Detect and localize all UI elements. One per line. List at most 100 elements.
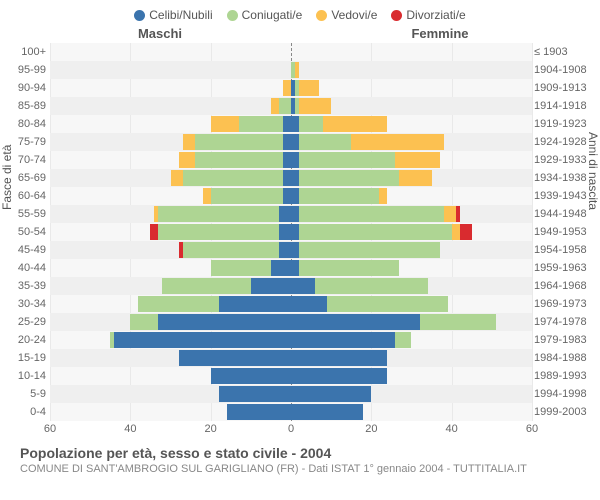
bar-male <box>227 404 291 420</box>
ytick-age: 5-9 <box>12 388 46 400</box>
bar-segment <box>150 224 158 240</box>
x-axis: 6040200204060 <box>50 423 532 439</box>
ytick-age: 85-89 <box>12 100 46 112</box>
ytick-birth: 1944-1948 <box>534 208 590 220</box>
legend-swatch <box>316 10 327 21</box>
age-row: 70-741929-1933 <box>50 151 532 169</box>
male-half <box>50 313 291 331</box>
bar-segment <box>291 350 387 366</box>
bar-segment <box>195 152 283 168</box>
male-half <box>50 133 291 151</box>
male-half <box>50 259 291 277</box>
bar-segment <box>299 224 452 240</box>
bar-male <box>271 98 291 114</box>
bar-female <box>291 404 363 420</box>
bar-segment <box>114 332 291 348</box>
bar-segment <box>291 332 395 348</box>
bar-male <box>138 296 291 312</box>
legend-label: Vedovi/e <box>331 8 377 22</box>
ytick-age: 30-34 <box>12 298 46 310</box>
bar-female <box>291 368 387 384</box>
bar-segment <box>452 224 460 240</box>
legend-swatch <box>134 10 145 21</box>
bar-male <box>171 170 292 186</box>
male-half <box>50 385 291 403</box>
bar-segment <box>291 386 371 402</box>
xtick: 60 <box>526 423 538 435</box>
ytick-birth: 1929-1933 <box>534 154 590 166</box>
bar-segment <box>291 134 299 150</box>
age-row: 60-641939-1943 <box>50 187 532 205</box>
bar-female <box>291 98 331 114</box>
bar-segment <box>251 278 291 294</box>
female-half <box>291 97 532 115</box>
bar-segment <box>444 206 456 222</box>
bar-segment <box>110 332 114 348</box>
ytick-age: 25-29 <box>12 316 46 328</box>
ytick-age: 45-49 <box>12 244 46 256</box>
bar-segment <box>299 206 444 222</box>
bar-female <box>291 134 444 150</box>
bar-segment <box>395 152 439 168</box>
bar-segment <box>315 278 427 294</box>
male-half <box>50 43 291 61</box>
bar-male <box>211 260 291 276</box>
bar-segment <box>460 224 472 240</box>
bar-segment <box>291 116 299 132</box>
ytick-birth: 1994-1998 <box>534 388 590 400</box>
xtick: 60 <box>44 423 56 435</box>
legend-label: Divorziati/e <box>406 8 465 22</box>
bar-female <box>291 206 460 222</box>
bar-segment <box>291 188 299 204</box>
legend-swatch <box>227 10 238 21</box>
legend-label: Celibi/Nubili <box>149 8 212 22</box>
male-half <box>50 331 291 349</box>
ytick-birth: 1959-1963 <box>534 262 590 274</box>
ytick-birth: 1974-1978 <box>534 316 590 328</box>
female-half <box>291 367 532 385</box>
gridline <box>532 43 533 421</box>
bar-male <box>150 224 291 240</box>
bar-segment <box>271 260 291 276</box>
age-row: 65-691934-1938 <box>50 169 532 187</box>
chart-title: Popolazione per età, sesso e stato civil… <box>20 445 590 461</box>
bar-segment <box>203 188 211 204</box>
ytick-age: 75-79 <box>12 136 46 148</box>
age-row: 30-341969-1973 <box>50 295 532 313</box>
bar-segment <box>299 152 395 168</box>
age-row: 40-441959-1963 <box>50 259 532 277</box>
ytick-age: 95-99 <box>12 64 46 76</box>
female-half <box>291 295 532 313</box>
female-half <box>291 277 532 295</box>
bar-female <box>291 350 387 366</box>
ytick-birth: 1954-1958 <box>534 244 590 256</box>
gender-headers: Maschi Femmine <box>60 26 540 41</box>
legend-item: Divorziati/e <box>391 8 465 22</box>
bar-female <box>291 170 432 186</box>
age-row: 5-91994-1998 <box>50 385 532 403</box>
ytick-age: 55-59 <box>12 208 46 220</box>
legend-item: Vedovi/e <box>316 8 377 22</box>
bar-segment <box>291 242 299 258</box>
bar-segment <box>279 206 291 222</box>
bar-segment <box>299 80 319 96</box>
male-half <box>50 79 291 97</box>
bar-segment <box>283 116 291 132</box>
bar-segment <box>379 188 387 204</box>
bar-female <box>291 278 428 294</box>
ytick-birth: 1964-1968 <box>534 280 590 292</box>
bar-male <box>219 386 291 402</box>
bar-segment <box>299 242 440 258</box>
bar-male <box>110 332 291 348</box>
ytick-birth: 1969-1973 <box>534 298 590 310</box>
age-row: 10-141989-1993 <box>50 367 532 385</box>
female-half <box>291 115 532 133</box>
bar-female <box>291 386 371 402</box>
ytick-age: 0-4 <box>12 406 46 418</box>
ytick-age: 70-74 <box>12 154 46 166</box>
female-half <box>291 79 532 97</box>
female-half <box>291 259 532 277</box>
ytick-birth: 1979-1983 <box>534 334 590 346</box>
bar-female <box>291 260 399 276</box>
bar-female <box>291 314 496 330</box>
